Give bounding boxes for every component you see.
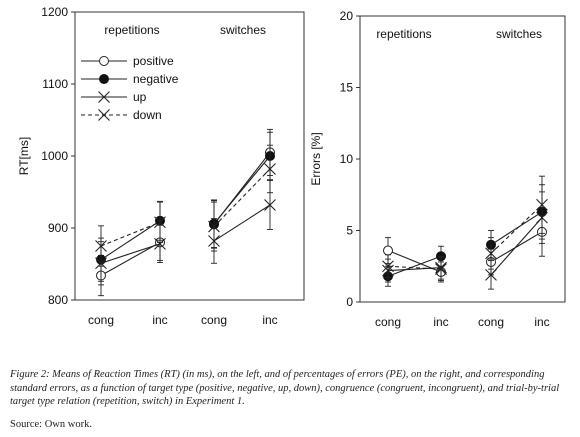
marker-up-stroke xyxy=(154,237,166,250)
marker-down xyxy=(536,198,548,211)
marker-down-stroke xyxy=(536,198,548,211)
marker-up xyxy=(485,268,497,281)
marker-down xyxy=(95,240,107,252)
marker-down-stroke xyxy=(154,216,166,229)
series-line-down xyxy=(213,168,271,227)
group-header-repetitions: repetitions xyxy=(376,27,431,41)
group-header-repetitions: repetitions xyxy=(104,23,159,37)
marker-up-stroke xyxy=(485,268,497,281)
group-header-switches: switches xyxy=(220,23,266,37)
legend-marker-up-stroke xyxy=(98,91,110,103)
marker-down-stroke xyxy=(208,220,220,233)
legend-marker-down-stroke xyxy=(98,109,110,121)
y-tick-label: 0 xyxy=(346,295,353,309)
y-tick-label: 10 xyxy=(340,152,354,166)
x-tick-label: inc xyxy=(534,315,549,329)
series-line-down xyxy=(387,265,442,270)
x-tick-label: cong xyxy=(201,313,227,327)
marker-down xyxy=(154,216,166,229)
legend-label-down: down xyxy=(133,108,162,122)
marker-down-stroke xyxy=(264,163,276,175)
series-line-positive xyxy=(100,241,161,276)
y-tick-label: 20 xyxy=(340,9,354,23)
y-tick-label: 800 xyxy=(48,293,68,307)
x-tick-label: cong xyxy=(88,313,114,327)
marker-down xyxy=(435,263,447,275)
y-axis-label: RT[ms] xyxy=(17,137,31,175)
marker-up xyxy=(154,237,166,250)
series-line-up xyxy=(490,217,543,276)
marker-down-stroke xyxy=(382,260,394,273)
y-tick-label: 900 xyxy=(48,221,68,235)
legend-label-up: up xyxy=(133,90,147,104)
y-tick-label: 1000 xyxy=(41,149,68,163)
legend-label-positive: positive xyxy=(133,54,174,68)
legend-label-negative: negative xyxy=(133,72,179,86)
marker-down-stroke xyxy=(435,263,447,275)
y-axis-label: Errors [%] xyxy=(309,132,323,185)
legend-marker-positive xyxy=(99,56,109,66)
marker-up xyxy=(264,199,276,211)
x-tick-label: inc xyxy=(262,313,277,327)
marker-down xyxy=(485,247,497,260)
x-tick-label: cong xyxy=(375,315,401,329)
legend-marker-down xyxy=(98,109,110,121)
marker-down xyxy=(264,163,276,175)
y-tick-label: 1200 xyxy=(41,5,68,19)
figure-source: Source: Own work. xyxy=(10,419,92,430)
x-tick-label: cong xyxy=(478,315,504,329)
series-line-down xyxy=(100,221,161,247)
marker-down-stroke xyxy=(95,240,107,252)
y-tick-label: 1100 xyxy=(42,77,68,91)
legend-marker-up xyxy=(98,91,110,103)
series-line-down xyxy=(490,204,543,254)
marker-down xyxy=(382,260,394,273)
figure: 800 900 1000 1100 1200 RT[ms] repetitions cong i… xyxy=(17,5,566,329)
series-line-negative xyxy=(213,155,271,225)
series-line-up xyxy=(100,243,161,264)
legend-marker-negative xyxy=(99,74,109,84)
x-tick-label: inc xyxy=(433,315,448,329)
series-line-negative xyxy=(387,255,442,277)
x-tick-label: inc xyxy=(152,313,167,327)
marker-down xyxy=(208,220,220,233)
figure-caption: Figure 2: Means of Reaction Times (RT) (… xyxy=(10,369,560,407)
y-tick-label: 5 xyxy=(346,224,353,238)
series-line-up xyxy=(213,204,271,242)
series-line-negative xyxy=(100,220,161,261)
marker-up-stroke xyxy=(264,199,276,211)
y-tick-label: 15 xyxy=(340,81,354,95)
group-header-switches: switches xyxy=(496,27,542,41)
marker-positive xyxy=(383,245,393,256)
marker-down-stroke xyxy=(485,247,497,260)
